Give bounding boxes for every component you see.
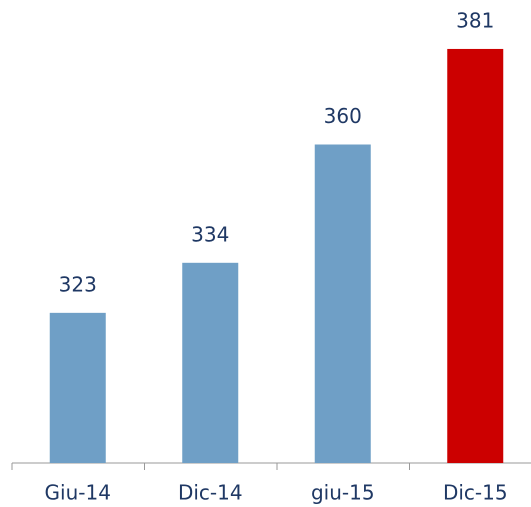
value-label: 360: [324, 104, 362, 128]
value-label: 334: [191, 222, 229, 246]
x-tick-label: Dic-15: [443, 481, 508, 505]
value-label: 381: [456, 8, 494, 32]
bar: [447, 48, 504, 463]
value-label: 323: [59, 272, 97, 296]
x-tick-label: giu-15: [311, 481, 375, 505]
x-tick-label: Dic-14: [178, 481, 243, 505]
bar: [182, 262, 239, 463]
bar: [314, 144, 371, 463]
bar: [49, 312, 106, 463]
x-tick-label: Giu-14: [45, 481, 111, 505]
